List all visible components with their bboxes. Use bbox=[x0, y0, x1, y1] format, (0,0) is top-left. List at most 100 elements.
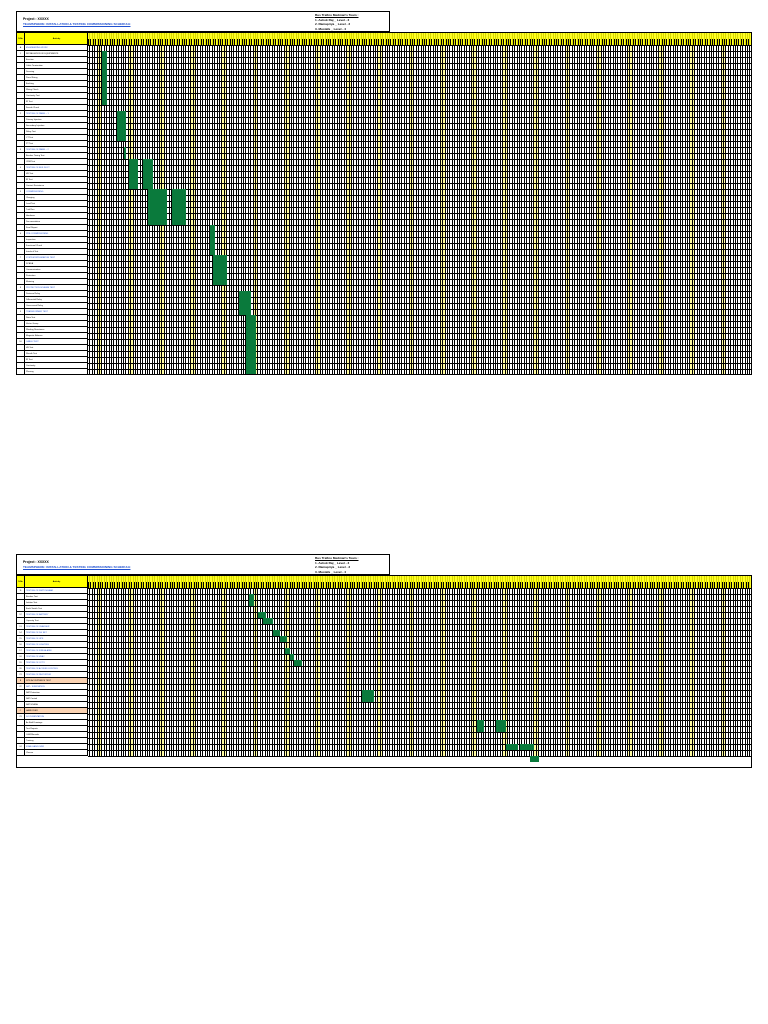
date-tick bbox=[229, 582, 231, 588]
day-column bbox=[328, 33, 331, 374]
date-tick bbox=[505, 582, 507, 588]
row-number bbox=[17, 63, 25, 69]
date-tick bbox=[649, 582, 651, 588]
date-tick bbox=[719, 582, 721, 588]
date-tick bbox=[184, 39, 185, 45]
day-column bbox=[590, 33, 592, 374]
schedule-title-link[interactable]: TEAMSPHERE: INSTALLATION & TESTING COMMI… bbox=[23, 22, 131, 26]
table-row: Dressing bbox=[17, 69, 751, 75]
table-row: HV Test bbox=[17, 345, 751, 351]
day-column bbox=[378, 33, 381, 374]
date-tick bbox=[416, 39, 418, 45]
day-column bbox=[388, 33, 391, 374]
row-number bbox=[17, 279, 25, 285]
day-column bbox=[491, 33, 494, 374]
activity-cell: Continuity bbox=[25, 363, 88, 369]
day-column bbox=[297, 33, 300, 374]
date-tick bbox=[424, 39, 425, 45]
activity-cell: Earth Switch Test bbox=[25, 606, 88, 612]
day-column bbox=[592, 33, 595, 374]
table-row: Charging bbox=[17, 195, 751, 201]
date-tick bbox=[332, 39, 334, 45]
activity-cell: INSTALLATION OF EQUIPMENTS bbox=[25, 51, 88, 57]
grid-row-line bbox=[88, 351, 751, 352]
day-column bbox=[349, 33, 352, 374]
date-tick bbox=[282, 39, 284, 45]
day-column bbox=[306, 33, 309, 374]
date-tick bbox=[529, 39, 531, 45]
day-column bbox=[472, 33, 475, 374]
grid-row-line bbox=[88, 696, 751, 697]
date-tick bbox=[325, 39, 327, 45]
date-tick bbox=[628, 39, 629, 45]
schedule-bar bbox=[128, 159, 139, 189]
grid-row-line bbox=[88, 135, 751, 136]
grid-row-line bbox=[88, 612, 751, 613]
day-column bbox=[582, 33, 585, 374]
row-number: 24 bbox=[17, 744, 25, 750]
schedule-bar bbox=[520, 744, 535, 750]
row-number bbox=[17, 369, 25, 374]
table-row: Protection bbox=[17, 273, 751, 279]
date-tick bbox=[421, 39, 423, 45]
day-column bbox=[470, 33, 472, 374]
day-column bbox=[460, 33, 463, 374]
date-tick bbox=[263, 39, 265, 45]
day-column bbox=[280, 33, 283, 374]
date-tick bbox=[548, 582, 550, 588]
row-number bbox=[17, 297, 25, 303]
date-tick bbox=[95, 582, 97, 588]
date-tick bbox=[128, 39, 130, 45]
schedule-bar bbox=[289, 654, 295, 660]
date-tick bbox=[407, 39, 409, 45]
grid-row-line bbox=[88, 606, 751, 607]
date-tick bbox=[388, 39, 389, 45]
schedule-bar bbox=[172, 189, 187, 225]
day-column bbox=[505, 33, 508, 374]
date-tick bbox=[301, 582, 303, 588]
day-column bbox=[338, 33, 340, 374]
date-tick bbox=[112, 582, 113, 588]
activity-cell: TESTING OF BATTERY bbox=[25, 612, 88, 618]
date-tick bbox=[580, 582, 581, 588]
row-number: 6 bbox=[17, 231, 25, 237]
row-number bbox=[17, 57, 25, 63]
table-row: Primary Injection bbox=[17, 117, 751, 123]
date-tick bbox=[407, 582, 409, 588]
table-row: Earth Switch Test bbox=[17, 606, 751, 612]
date-tick bbox=[133, 39, 135, 45]
row-number bbox=[17, 213, 25, 219]
activity-cell: TESTING OF PA SYSTEM bbox=[25, 672, 88, 678]
table-row: 7 SYSTEM INTEGRATION TEST bbox=[17, 255, 751, 261]
row-number: 22 bbox=[17, 684, 25, 690]
date-tick bbox=[246, 582, 248, 588]
date-tick bbox=[678, 39, 680, 45]
date-tick bbox=[685, 39, 687, 45]
day-column bbox=[633, 33, 636, 374]
table-row: Metering bbox=[17, 279, 751, 285]
table-row: 3 TESTING OF PANEL - 2 bbox=[17, 147, 751, 153]
date-tick bbox=[520, 582, 521, 588]
date-tick bbox=[464, 39, 466, 45]
date-tick bbox=[620, 582, 622, 588]
grid-row-line bbox=[88, 261, 751, 262]
date-tick bbox=[116, 39, 118, 45]
date-tick bbox=[500, 39, 502, 45]
timeline-grid bbox=[88, 33, 751, 374]
day-column bbox=[546, 33, 549, 374]
table-row: Functional Check bbox=[17, 243, 751, 249]
grid-row-line bbox=[88, 63, 751, 64]
date-tick bbox=[104, 39, 106, 45]
schedule-title-link[interactable]: TEAMSPHERE: INSTALLATION & TESTING COMMI… bbox=[23, 565, 131, 569]
date-tick bbox=[512, 582, 514, 588]
grid-row-line bbox=[88, 267, 751, 268]
day-column bbox=[309, 33, 312, 374]
date-tick bbox=[244, 39, 245, 45]
schedule-bar bbox=[505, 744, 518, 750]
activity-cell: Earthing bbox=[25, 81, 88, 87]
day-column bbox=[530, 33, 532, 374]
day-column bbox=[88, 33, 91, 374]
date-tick bbox=[724, 582, 725, 588]
activity-cell: TESTING OF HVAC bbox=[25, 654, 88, 660]
row-number: 20 bbox=[17, 666, 25, 672]
